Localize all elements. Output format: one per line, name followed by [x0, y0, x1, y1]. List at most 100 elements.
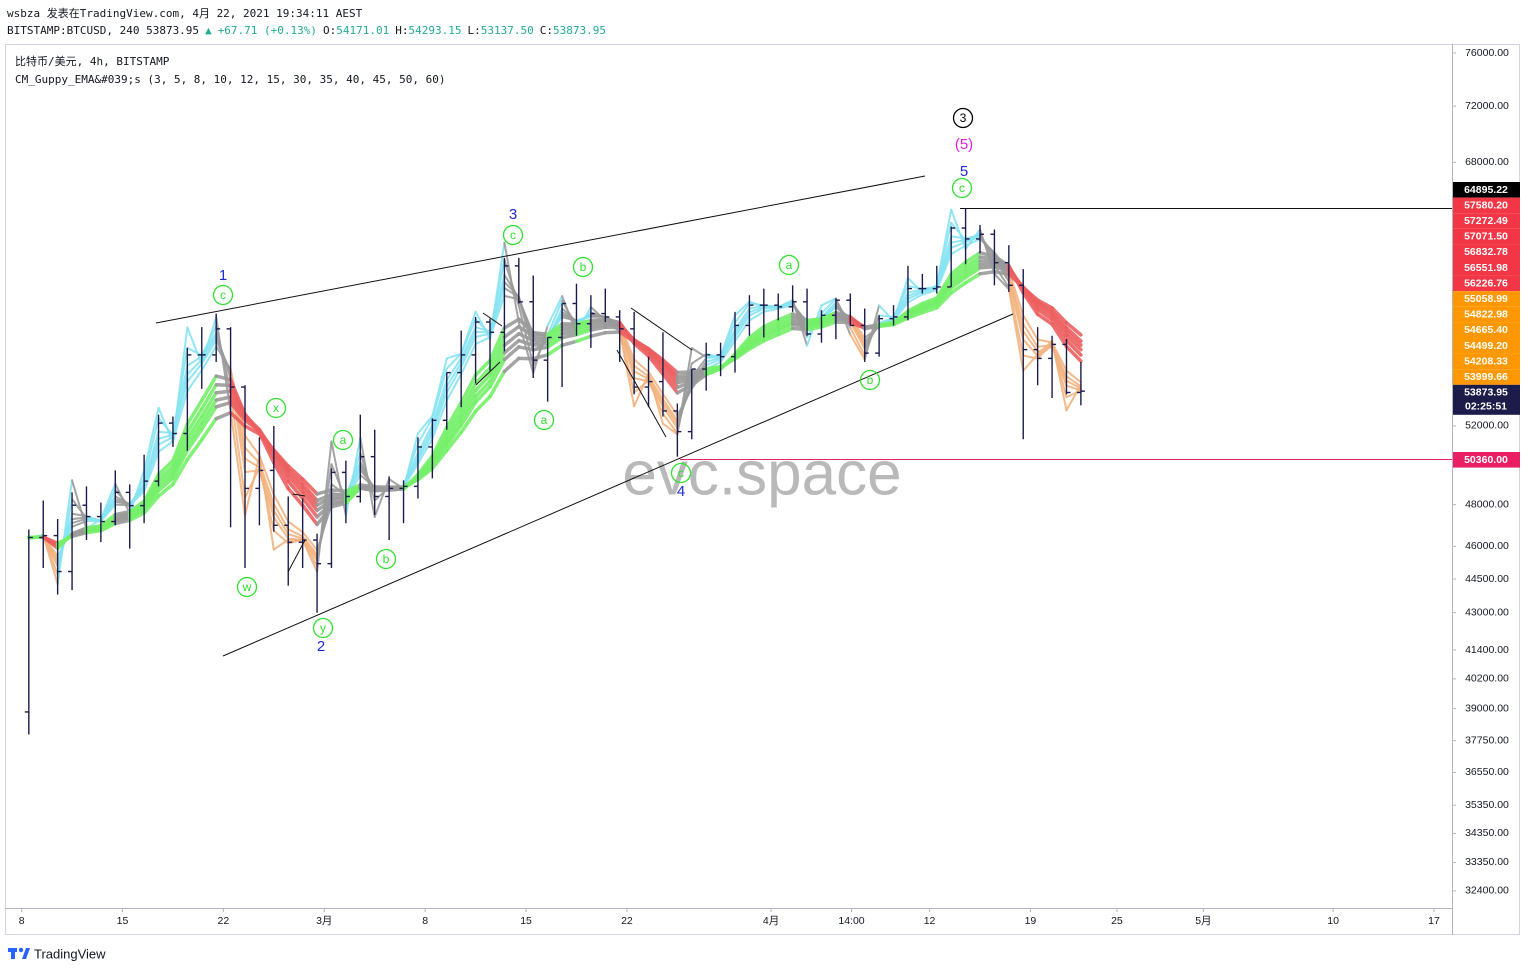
wave-label: a — [541, 413, 548, 427]
price-label-box — [1453, 452, 1520, 468]
wave-label: 5 — [960, 163, 968, 180]
fast-ema — [431, 367, 448, 420]
slow-ema — [589, 325, 608, 332]
slow-ema — [286, 464, 305, 481]
slow-ema — [517, 338, 535, 347]
slow-ema — [675, 370, 694, 375]
fast-ema — [820, 297, 837, 307]
fast-ema — [186, 362, 203, 383]
fast-ema — [950, 235, 967, 240]
slow-ema — [228, 400, 247, 423]
fast-ema — [445, 366, 463, 394]
slow-ema — [632, 340, 651, 351]
fast-ema — [287, 520, 304, 534]
slow-ema — [127, 511, 146, 523]
y-tick-label: 39000.00 — [1465, 702, 1509, 714]
slow-ema — [329, 499, 348, 506]
slow-ema — [315, 492, 334, 503]
slow-ema — [473, 373, 492, 393]
slow-ema — [286, 486, 305, 508]
price-label-box — [1453, 291, 1520, 307]
fast-ema — [1036, 344, 1054, 348]
x-tick-label: 8 — [422, 915, 428, 927]
slow-ema — [502, 345, 521, 362]
slow-ema — [502, 338, 521, 355]
slow-ema — [963, 259, 982, 273]
slow-ema — [949, 281, 968, 295]
wave-circle — [265, 397, 287, 419]
fast-ema — [1065, 375, 1082, 388]
trend-line — [155, 175, 926, 324]
slow-ema — [315, 505, 334, 527]
slow-ema — [459, 409, 478, 435]
x-tick-label: 22 — [218, 915, 230, 927]
slow-ema — [315, 495, 334, 507]
slow-ema — [1050, 317, 1069, 343]
price-label: 56226.76 — [1464, 277, 1508, 289]
slow-ema — [531, 330, 550, 337]
slow-ema — [41, 535, 60, 546]
y-tick-label: 76000.00 — [1465, 47, 1509, 59]
slow-ema — [963, 262, 982, 276]
slow-ema — [560, 326, 579, 332]
slow-ema — [545, 332, 564, 346]
trend-lines — [155, 175, 1452, 657]
fast-ema — [964, 238, 982, 247]
fast-ema — [661, 422, 679, 436]
fast-ema — [748, 310, 765, 322]
slow-ema — [963, 272, 982, 285]
slow-ema — [848, 320, 867, 330]
slow-ema — [459, 381, 478, 412]
slow-ema — [113, 518, 132, 526]
slow-ema — [935, 286, 953, 307]
quote-part: 54171.01 — [336, 24, 389, 37]
fast-ema — [114, 503, 131, 507]
fast-ema — [964, 235, 982, 243]
slow-ema — [1035, 298, 1054, 310]
fast-ema — [719, 339, 737, 364]
wave-label: b — [580, 260, 587, 274]
fast-ema — [445, 352, 463, 360]
fast-ema — [99, 482, 117, 521]
price-bars — [24, 208, 1085, 735]
slow-ema — [200, 398, 218, 425]
fast-ema — [445, 357, 463, 381]
price-label: 54499.20 — [1464, 340, 1508, 352]
slow-ema — [113, 509, 132, 517]
price-label: 53999.66 — [1464, 371, 1508, 383]
wave-label: 2 — [317, 638, 325, 655]
y-tick-label: 68000.00 — [1465, 156, 1509, 168]
fast-ema — [460, 318, 477, 355]
y-tick-label: 52000.00 — [1465, 420, 1509, 432]
slow-ema — [300, 496, 319, 519]
fast-ema — [143, 450, 160, 493]
fast-ema — [993, 272, 1010, 291]
slow-ema — [445, 419, 463, 444]
trend-line — [292, 493, 306, 497]
slow-ema — [661, 364, 680, 385]
slow-ema — [300, 482, 319, 503]
fast-ema — [950, 240, 967, 249]
slow-ema — [473, 358, 492, 377]
slow-ema — [531, 345, 550, 352]
slow-ema — [545, 325, 564, 339]
price-label-box — [1453, 338, 1520, 354]
slow-ema — [84, 528, 103, 535]
slow-ema — [200, 405, 218, 431]
slow-ema — [445, 400, 463, 430]
slow-ema — [171, 443, 190, 477]
slow-ema — [70, 530, 89, 539]
fast-ema — [777, 303, 794, 310]
slow-ema — [747, 335, 766, 349]
fast-ema — [820, 297, 837, 315]
x-tick-label: 15 — [117, 915, 129, 927]
slow-ema — [776, 326, 795, 337]
slow-ema — [762, 324, 780, 335]
fast-ema — [244, 434, 261, 457]
slow-ema — [300, 503, 319, 527]
price-label-box — [1453, 182, 1520, 198]
slow-ema — [920, 303, 939, 312]
fast-ema — [1051, 344, 1068, 378]
wave-circle — [778, 254, 800, 276]
